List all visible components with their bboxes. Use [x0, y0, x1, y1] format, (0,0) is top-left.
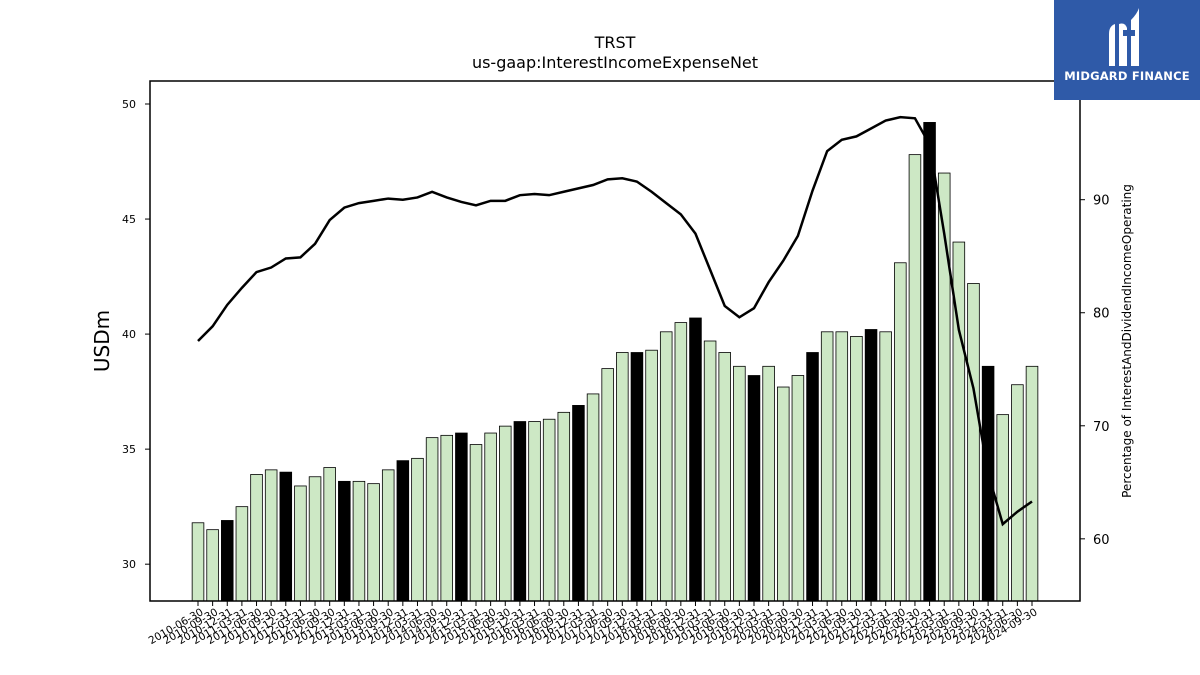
bar	[513, 421, 527, 602]
bar	[689, 317, 702, 602]
bar	[250, 474, 263, 602]
bar	[338, 480, 351, 602]
y2-tick-label: 90	[1093, 194, 1110, 209]
bar	[352, 480, 366, 602]
bar	[469, 444, 483, 602]
bar	[908, 154, 922, 602]
bar	[703, 340, 717, 602]
y-tick-label: 35	[122, 443, 136, 456]
bar	[733, 365, 746, 602]
y-axis: 30 35 40 45 50	[122, 98, 150, 571]
bar	[264, 469, 278, 602]
bar-series	[191, 122, 1039, 602]
bar	[1025, 365, 1039, 602]
y-tick-label: 40	[122, 328, 136, 341]
bar	[440, 434, 453, 602]
y2-tick-label: 70	[1093, 420, 1110, 435]
bar	[572, 405, 585, 602]
bar	[586, 393, 600, 602]
x-axis: 2010-06-302010-09-302010-12-312011-03-31…	[147, 601, 1040, 647]
chart-title: TRST	[594, 33, 636, 52]
bar	[894, 262, 907, 602]
logo-text: MIDGARD FINANCE	[1064, 69, 1190, 83]
bar	[367, 483, 380, 602]
bar	[762, 365, 775, 602]
y2-axis-label: Percentage of InterestAndDividendIncomeO…	[1120, 184, 1134, 498]
bar	[499, 425, 512, 602]
bar	[967, 283, 980, 602]
bar	[221, 520, 234, 602]
bar	[323, 467, 336, 602]
y2-tick-label: 80	[1093, 307, 1110, 322]
y-tick-label: 50	[122, 98, 136, 111]
plot-frame	[149, 80, 1081, 602]
bar	[806, 352, 819, 602]
logo: MIDGARD FINANCE	[1054, 0, 1200, 100]
bar	[191, 522, 205, 602]
bar	[455, 432, 468, 602]
bar	[206, 529, 219, 602]
bar	[850, 335, 863, 602]
bar	[791, 375, 805, 602]
y2-tick-label: 60	[1093, 533, 1110, 548]
bar	[747, 375, 761, 602]
y-tick-label: 45	[122, 213, 136, 226]
bar	[381, 469, 395, 602]
bar	[645, 349, 658, 602]
y2-axis: 60 70 80 90	[1080, 194, 1110, 548]
chart-subtitle: us-gaap:InterestIncomeExpenseNet	[472, 53, 758, 72]
bar	[542, 418, 556, 602]
bar	[411, 457, 424, 602]
bar	[923, 122, 936, 602]
line-series	[197, 115, 1033, 527]
bar	[396, 460, 410, 602]
bar	[777, 386, 790, 602]
bar	[601, 368, 614, 602]
bar	[294, 485, 307, 602]
bar	[528, 421, 541, 602]
bar	[674, 322, 688, 602]
y-axis-label: USDm	[90, 310, 114, 372]
bar	[425, 437, 439, 602]
y-tick-label: 30	[122, 558, 136, 571]
bar	[630, 352, 644, 602]
line-path	[197, 115, 1033, 527]
bar	[820, 331, 834, 602]
bar	[835, 331, 849, 602]
bar	[235, 506, 249, 602]
bar	[279, 471, 293, 602]
bar	[864, 329, 878, 602]
bar	[879, 331, 892, 602]
bar	[308, 476, 322, 602]
bar	[484, 432, 497, 602]
bar	[1011, 384, 1024, 602]
bar	[659, 331, 673, 602]
bar	[718, 352, 731, 602]
bar	[557, 411, 571, 602]
logo-mark-icon	[1109, 8, 1139, 66]
bar	[616, 352, 629, 602]
